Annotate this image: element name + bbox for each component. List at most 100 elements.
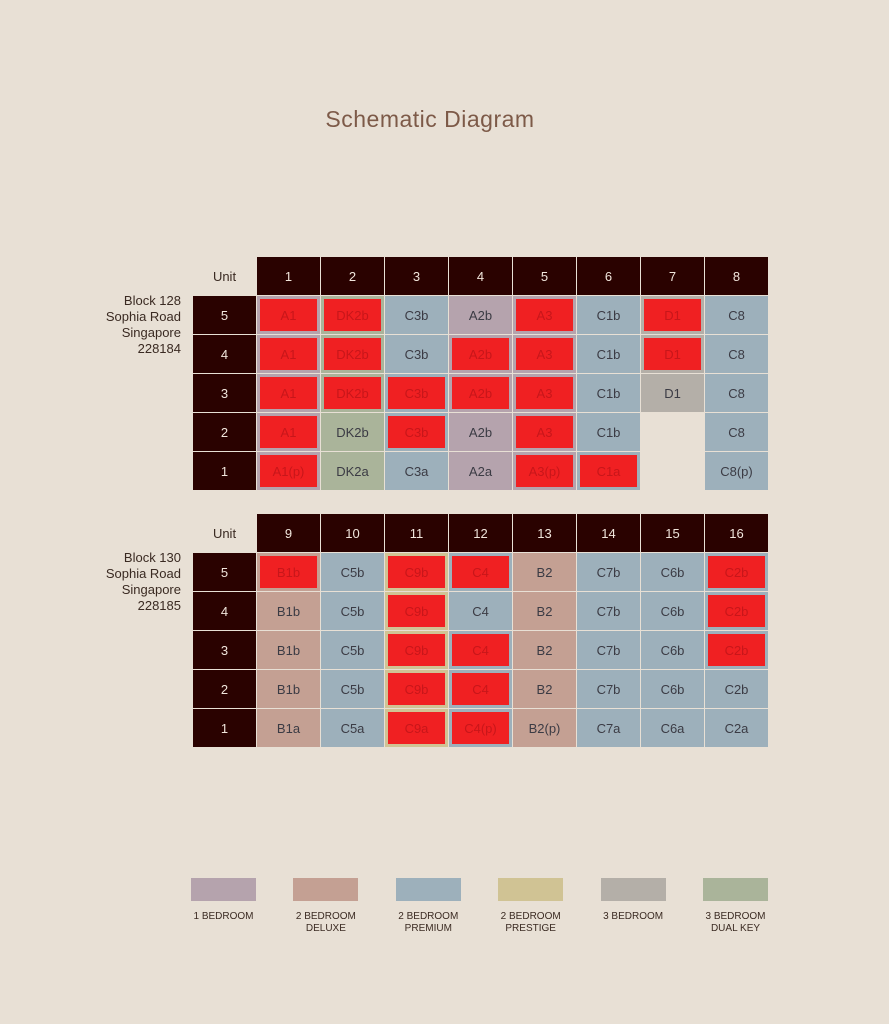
unit-cell-available[interactable]: C2b [704,669,769,709]
unit-cell-available[interactable]: B2 [512,552,577,592]
unit-cell-available[interactable]: C3a [384,451,449,491]
legend-label-line: DUAL KEY [710,923,761,934]
unit-cell-available[interactable]: B2 [512,591,577,631]
unit-cell-available[interactable]: C8 [704,412,769,452]
unit-cell-available[interactable]: C8(p) [704,451,769,491]
unit-cell-available[interactable]: C6a [640,708,705,748]
unit-cell-sold[interactable]: D1 [640,295,705,335]
unit-cell-available[interactable]: C6b [640,591,705,631]
unit-cell-sold[interactable]: A3 [512,412,577,452]
unit-cell-sold[interactable]: C2b [704,591,769,631]
unit-cell-sold[interactable]: A3(p) [512,451,577,491]
unit-cell-sold[interactable]: C3b [384,412,449,452]
unit-cell-sold[interactable]: C4 [448,630,513,670]
unit-cell-sold[interactable]: A3 [512,334,577,374]
unit-cell-available[interactable]: C6b [640,630,705,670]
legend: 1 BEDROOM 2 BEDROOM DELUXE 2 BEDROOM PREMIUM… [191,878,791,948]
unit-cell-available[interactable]: C5b [320,552,385,592]
floor-row: 3 B1b C5b C9b C4 B2 C7b C6b C2b [192,630,769,670]
unit-cell-sold[interactable]: C4(p) [448,708,513,748]
floor-row: 4 B1b C5b C9b C4 B2 C7b C6b C2b [192,591,769,631]
floor-row: 1 B1a C5a C9a C4(p) B2(p) C7a C6a C2a [192,708,769,748]
unit-cell-sold[interactable]: A3 [512,373,577,413]
unit-cell-available[interactable]: C6b [640,669,705,709]
unit-cell-available[interactable]: C1b [576,412,641,452]
unit-cell-available[interactable]: C5b [320,669,385,709]
unit-cell-sold[interactable]: B1b [256,552,321,592]
floor-header: 2 [192,669,257,709]
floor-header: 5 [192,552,257,592]
unit-cell-sold[interactable]: A1(p) [256,451,321,491]
unit-cell-available[interactable]: C8 [704,334,769,374]
unit-cell-sold[interactable]: A3 [512,295,577,335]
unit-cell-sold[interactable]: C9a [384,708,449,748]
unit-cell-sold[interactable]: DK2b [320,334,385,374]
unit-cell-sold[interactable]: C9b [384,630,449,670]
floor-header: 3 [192,630,257,670]
unit-cell-available[interactable]: C7b [576,669,641,709]
unit-cell-sold[interactable]: C9b [384,591,449,631]
legend-item: 2 BEDROOM DELUXE [278,878,373,935]
unit-cell-sold[interactable]: C9b [384,669,449,709]
unit-cell-sold[interactable]: C4 [448,669,513,709]
unit-cell-available[interactable]: C7b [576,630,641,670]
unit-cell-available[interactable]: DK2a [320,451,385,491]
unit-cell-available[interactable]: B2(p) [512,708,577,748]
unit-cell-available[interactable]: C1b [576,373,641,413]
unit-cell-sold[interactable]: C2b [704,630,769,670]
unit-cell-available[interactable]: A2b [448,412,513,452]
unit-cell-available[interactable]: C1b [576,295,641,335]
sold-marker: A1 [260,377,317,409]
unit-cell-available[interactable]: D1 [640,373,705,413]
unit-column-header: 2 [320,256,385,296]
unit-cell-sold[interactable]: A1 [256,295,321,335]
floor-row: 5 B1b C5b C9b C4 B2 C7b C6b C2b [192,552,769,592]
unit-cell-available[interactable]: B2 [512,630,577,670]
unit-cell-available[interactable]: C5a [320,708,385,748]
unit-cell-available[interactable]: B1b [256,669,321,709]
unit-cell-available[interactable]: C6b [640,552,705,592]
sold-marker: C1a [580,455,637,487]
sold-marker: C2b [708,595,765,627]
unit-cell-available[interactable]: B1a [256,708,321,748]
unit-cell-available[interactable]: A2a [448,451,513,491]
unit-cell-available[interactable]: C7b [576,591,641,631]
unit-cell-available[interactable]: C5b [320,591,385,631]
unit-cell-available[interactable]: C8 [704,295,769,335]
unit-cell-available[interactable]: DK2b [320,412,385,452]
unit-cell-available[interactable]: C7b [576,552,641,592]
unit-cell-available[interactable]: C1b [576,334,641,374]
unit-cell-available[interactable]: C2a [704,708,769,748]
unit-cell-sold[interactable]: C2b [704,552,769,592]
legend-label: 2 BEDROOM PREMIUM [381,911,476,935]
unit-cell-available[interactable]: B1b [256,591,321,631]
unit-cell-sold[interactable]: A1 [256,334,321,374]
header-row: Unit 1 2 3 4 5 6 7 8 [192,256,769,296]
unit-cell-sold[interactable]: DK2b [320,373,385,413]
unit-cell-sold[interactable]: C3b [384,373,449,413]
empty-cell [640,451,705,491]
unit-cell-available[interactable]: C7a [576,708,641,748]
unit-cell-available[interactable]: C5b [320,630,385,670]
unit-cell-sold[interactable]: DK2b [320,295,385,335]
unit-cell-sold[interactable]: C9b [384,552,449,592]
unit-cell-sold[interactable]: D1 [640,334,705,374]
unit-column-header: 3 [384,256,449,296]
unit-cell-available[interactable]: B2 [512,669,577,709]
unit-cell-sold[interactable]: A2b [448,334,513,374]
unit-cell-available[interactable]: C3b [384,295,449,335]
unit-cell-available[interactable]: A2b [448,295,513,335]
unit-cell-sold[interactable]: A1 [256,373,321,413]
unit-cell-sold[interactable]: A1 [256,412,321,452]
unit-cell-sold[interactable]: A2b [448,373,513,413]
unit-cell-available[interactable]: C8 [704,373,769,413]
unit-cell-sold[interactable]: C4 [448,552,513,592]
unit-cell-sold[interactable]: C1a [576,451,641,491]
unit-column-header: 8 [704,256,769,296]
floor-row: 2 B1b C5b C9b C4 B2 C7b C6b C2b [192,669,769,709]
unit-cell-available[interactable]: C3b [384,334,449,374]
unit-header: Unit [192,256,257,296]
unit-table: Unit 9 10 11 12 13 14 15 16 5 B1b C5b C9b C4 B2 C7b C6b C… [192,513,769,748]
unit-cell-available[interactable]: C4 [448,591,513,631]
unit-cell-available[interactable]: B1b [256,630,321,670]
